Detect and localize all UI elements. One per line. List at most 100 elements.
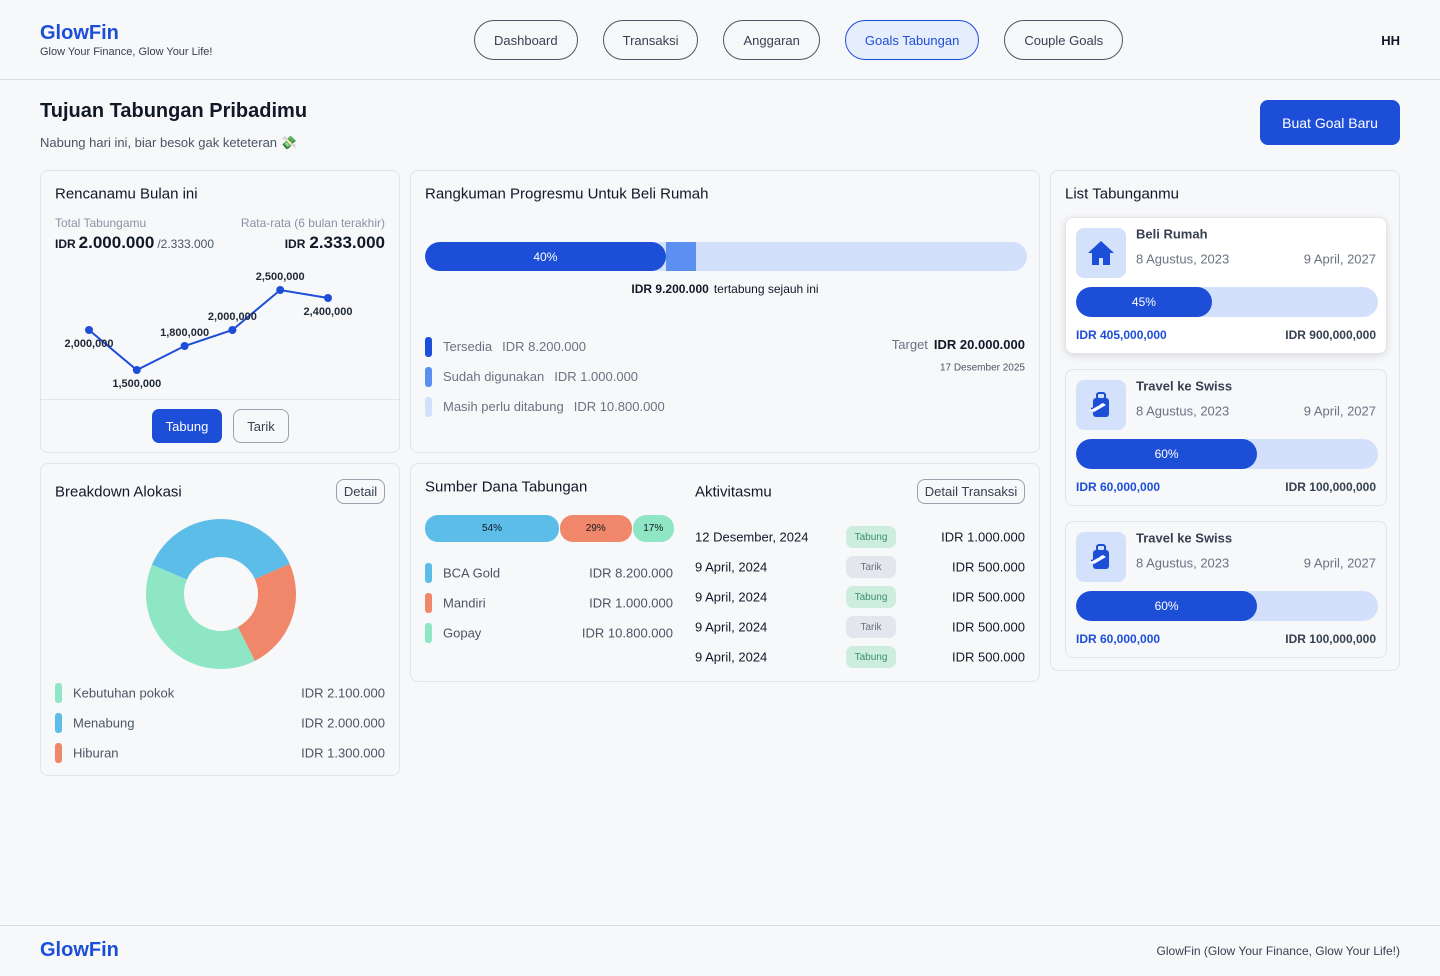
currency: IDR	[55, 237, 76, 251]
target-label: Target	[891, 337, 928, 352]
legend-item: Masih perlu ditabung IDR 10.800.000	[443, 399, 665, 414]
activity-date: 9 April, 2024	[695, 649, 768, 665]
legend-name: Hiburan	[73, 745, 119, 761]
activity-amount: IDR 500.000	[952, 559, 1025, 575]
donut-chart	[146, 519, 296, 669]
legend-marker	[425, 337, 432, 357]
goal-progress-track: 60%	[1076, 591, 1378, 621]
activity-amount: IDR 500.000	[952, 589, 1025, 605]
activity-badge: Tarik	[846, 616, 896, 638]
brand[interactable]: GlowFin	[40, 22, 119, 44]
goal-card[interactable]: Beli Rumah 8 Agustus, 2023 9 April, 2027 45…	[1065, 217, 1387, 354]
currency: IDR	[284, 237, 306, 251]
goal-name: Beli Rumah	[1136, 226, 1208, 242]
legend-amount: IDR 1.300.000	[301, 745, 385, 761]
badge-label: Tabung	[854, 531, 888, 543]
stat-label: Rata-rata (6 bulan terakhir)	[240, 216, 385, 230]
source-name: Gopay	[443, 625, 482, 641]
activity-badge: Tabung	[846, 646, 896, 668]
nav-button[interactable]: Couple Goals	[1004, 20, 1124, 60]
goal-card[interactable]: Travel ke Swiss 8 Agustus, 2023 9 April, 2…	[1065, 521, 1387, 658]
data-label: 2,400,000	[304, 306, 353, 318]
badge-label: Tabung	[854, 591, 888, 603]
total-target: /2.333.000	[157, 237, 215, 251]
nav-button[interactable]: Anggaran	[723, 20, 820, 60]
share-label: 29%	[585, 523, 606, 534]
goal-icon	[1076, 228, 1126, 278]
legend-item: Sudah digunakan IDR 1.000.000	[443, 369, 638, 384]
activity-date: 9 April, 2024	[695, 619, 768, 635]
progress-fill: 40%	[425, 242, 666, 271]
saved-caption: tertabung sejauh ini	[713, 282, 819, 296]
goal-target: IDR 900,000,000	[1285, 328, 1376, 342]
nav-button[interactable]: Transaksi	[602, 20, 699, 60]
icon	[1088, 241, 1114, 265]
header: GlowFin Glow Your Finance, Glow Your Lif…	[0, 0, 1440, 80]
progress-track: 40%	[425, 242, 1027, 271]
goal-saved: IDR 405,000,000	[1076, 328, 1167, 342]
nav-button[interactable]: Dashboard	[474, 20, 578, 60]
point	[324, 294, 332, 302]
page-subtitle: Nabung hari ini, biar besok gak ketetera…	[40, 135, 297, 150]
share-segment: 29%	[560, 515, 632, 542]
data-label: 1,800,000	[160, 327, 209, 339]
source-amount: IDR 8.200.000	[589, 565, 673, 581]
card-title: List Tabunganmu	[1065, 185, 1179, 203]
icon	[1089, 544, 1109, 569]
goal-progress-fill: 60%	[1076, 439, 1258, 469]
nav: Dashboard Transaksi Anggaran Goals Tabungan…	[474, 20, 1124, 60]
summary-card: Rangkuman Progresmu Untuk Beli Rumah 40%…	[410, 170, 1040, 453]
goal-icon	[1076, 532, 1126, 582]
tabung-button[interactable]: Tabung	[152, 409, 222, 443]
badge-label: Tarik	[860, 621, 882, 633]
detail-transaction-button[interactable]: Detail Transaksi	[917, 479, 1025, 504]
goal-icon	[1076, 380, 1126, 430]
card-title: Aktivitasmu	[695, 483, 772, 501]
tagline: Glow Your Finance, Glow Your Life!	[40, 46, 213, 58]
tarik-button[interactable]: Tarik	[233, 409, 289, 443]
average-value: 2.333.000	[309, 233, 385, 252]
legend-amount: IDR 1.000.000	[554, 369, 639, 384]
card-title: Breakdown Alokasi	[55, 483, 182, 501]
legend-item: Tersedia IDR 8.200.000	[443, 339, 586, 354]
activity-date: 9 April, 2024	[695, 589, 768, 605]
card-title: Rangkuman Progresmu Untuk Beli Rumah	[425, 185, 709, 203]
activity-badge: Tabung	[846, 526, 896, 548]
saved-text: IDR 9.200.000 tertabung sejauh ini	[411, 282, 1039, 296]
detail-button[interactable]: Detail	[336, 479, 385, 504]
goal-start: 8 Agustus, 2023	[1136, 555, 1230, 571]
activity-date: 12 Desember, 2024	[695, 529, 809, 545]
legend-amount: IDR 2.100.000	[301, 685, 385, 701]
goal-card[interactable]: Travel ke Swiss 8 Agustus, 2023 9 April, 2…	[1065, 369, 1387, 506]
goal-progress-fill: 60%	[1076, 591, 1258, 621]
goal-progress-label: 60%	[1154, 447, 1179, 461]
goal-progress-track: 60%	[1076, 439, 1378, 469]
new-goal-button[interactable]: Buat Goal Baru	[1260, 100, 1400, 145]
donut-slice	[237, 563, 296, 661]
total-value: 2.000.000	[78, 233, 155, 252]
plan-card: Rencanamu Bulan ini Total Tabungamu Rata-…	[40, 170, 400, 453]
legend-amount: IDR 10.800.000	[573, 399, 665, 414]
activity-badge: Tarik	[846, 556, 896, 578]
goal-progress-track: 45%	[1076, 287, 1378, 317]
total-stat: IDR 2.000.000/2.333.000	[55, 233, 214, 253]
legend-name: Menabung	[73, 715, 135, 731]
goal-progress-label: 45%	[1131, 295, 1156, 309]
goal-target: IDR 100,000,000	[1285, 632, 1376, 646]
legend-amount: IDR 2.000.000	[301, 715, 385, 731]
goal-target: IDR 100,000,000	[1285, 480, 1376, 494]
progress-used	[665, 242, 696, 271]
donut-slice	[151, 519, 290, 580]
activity-badge: Tabung	[846, 586, 896, 608]
goal-name: Travel ke Swiss	[1136, 530, 1233, 546]
nav-button[interactable]: Goals Tabungan	[844, 20, 980, 60]
legend-name: Kebutuhan pokok	[73, 685, 175, 701]
line-chart: 2,000,000 1,500,000 1,800,000 2,000,000 2,50…	[65, 271, 353, 390]
user-avatar[interactable]: HH	[1381, 33, 1400, 48]
target-value: IDR 20.000.000	[933, 337, 1025, 352]
breakdown-card: Breakdown Alokasi Detail Kebutuhan pokok…	[40, 463, 400, 776]
page-title: Tujuan Tabungan Pribadimu	[40, 100, 308, 122]
stat-label: Total Tabungamu	[55, 216, 147, 230]
